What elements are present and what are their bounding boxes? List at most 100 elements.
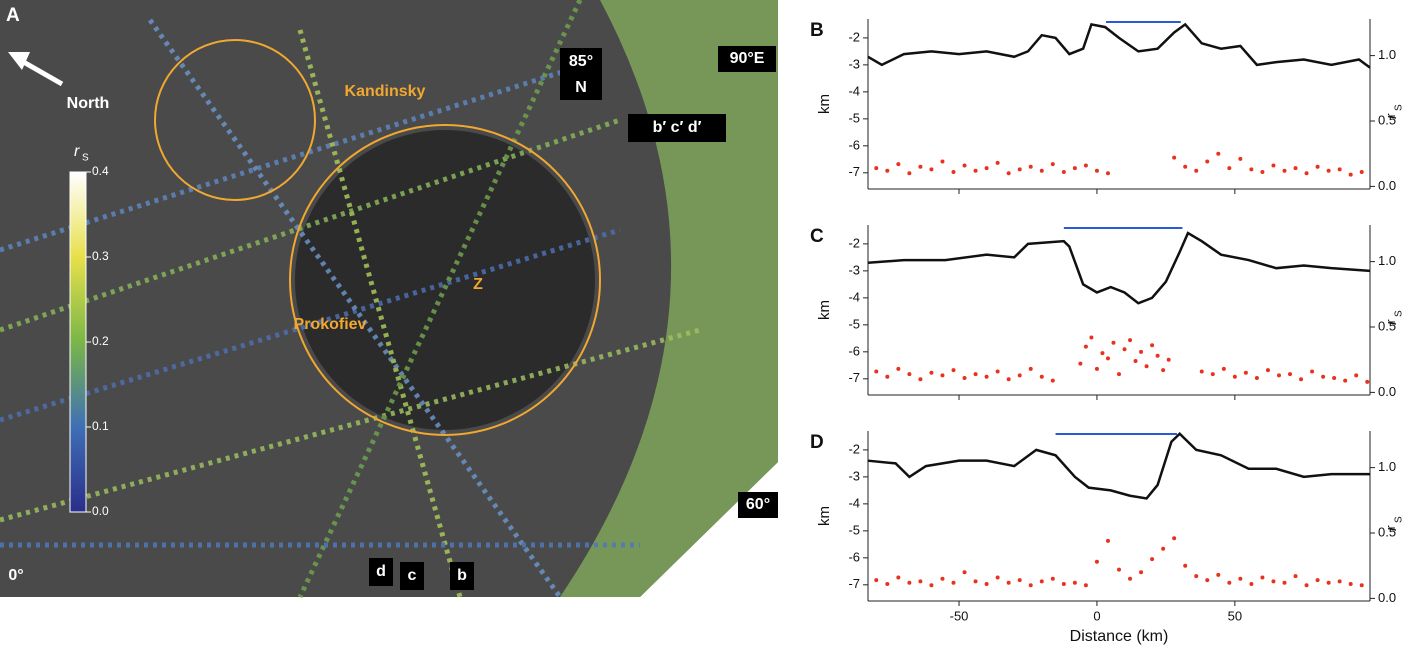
rs-point [963, 570, 967, 574]
rs-point [874, 578, 878, 582]
panel-label: D [810, 432, 824, 453]
y-tick-label: -5 [848, 522, 860, 537]
y-axis-label: km [816, 506, 833, 526]
rs-point [1100, 351, 1104, 355]
rs-point [1255, 376, 1259, 380]
rs-point [896, 162, 900, 166]
rs-point [907, 581, 911, 585]
rs-point [1156, 354, 1160, 358]
rs-point [885, 375, 889, 379]
y-tick-label: -3 [848, 468, 860, 483]
rs-point [896, 367, 900, 371]
rs-point [1095, 169, 1099, 173]
rs-point [1095, 367, 1099, 371]
rs-point [1084, 163, 1088, 167]
x-tick-label: -50 [950, 608, 969, 623]
y2-axis-label-sub: S [1394, 310, 1405, 317]
rs-point [1172, 536, 1176, 540]
rs-point [1305, 583, 1309, 587]
rs-point [1040, 169, 1044, 173]
rs-point [1282, 169, 1286, 173]
rs-point [1062, 170, 1066, 174]
rs-point [874, 369, 878, 373]
crater-floor [295, 130, 595, 430]
rs-point [1310, 369, 1314, 373]
rs-point [1073, 581, 1077, 585]
y-tick-label: -2 [848, 29, 860, 44]
latitude-label: 85° [569, 53, 593, 70]
rs-point [1145, 364, 1149, 368]
rs-point [1338, 579, 1342, 583]
rs-point [940, 160, 944, 164]
rs-point [1134, 359, 1138, 363]
rs-point [1294, 166, 1298, 170]
rs-point [1249, 582, 1253, 586]
panel-label: A [6, 5, 20, 26]
rs-point [1211, 372, 1215, 376]
rs-point [1338, 167, 1342, 171]
rs-point [1111, 341, 1115, 345]
y-tick-label: -7 [848, 164, 860, 179]
y-tick-label: -6 [848, 137, 860, 152]
rs-point [1294, 574, 1298, 578]
rs-point [1327, 169, 1331, 173]
rs-point [1123, 347, 1127, 351]
rs-point [1007, 581, 1011, 585]
rs-point [1305, 171, 1309, 175]
figure: A North Kandinsky Prokofiev Z 85° N 90°E… [0, 0, 1406, 647]
rs-point [1073, 166, 1077, 170]
colorbar-label-sub: S [82, 153, 89, 164]
rs-point [1365, 380, 1369, 384]
panel-label: C [810, 226, 824, 247]
colorbar-label: r [74, 143, 80, 160]
panel-label: B [810, 20, 824, 41]
rs-point [1327, 581, 1331, 585]
rs-point [996, 369, 1000, 373]
rs-point [1227, 581, 1231, 585]
rs-point [996, 575, 1000, 579]
rs-point [1029, 165, 1033, 169]
rs-point [885, 169, 889, 173]
longitude-label: 0° [8, 567, 23, 584]
rs-point [1354, 373, 1358, 377]
rs-point [1194, 169, 1198, 173]
rs-point [1167, 358, 1171, 362]
rs-point [929, 583, 933, 587]
rs-point [1051, 162, 1055, 166]
y-axis-label: km [816, 94, 833, 114]
rs-point [1233, 375, 1237, 379]
colorbar-tick-label: 0.0 [92, 504, 109, 518]
rs-point [963, 163, 967, 167]
longitude-label: 60° [746, 496, 770, 513]
rs-point [1040, 579, 1044, 583]
rs-point [1321, 375, 1325, 379]
rs-point [1260, 170, 1264, 174]
y2-tick-label: 1.0 [1378, 253, 1396, 268]
rs-point [985, 582, 989, 586]
rs-point [974, 372, 978, 376]
rs-point [1349, 582, 1353, 586]
rs-point [1238, 157, 1242, 161]
y2-tick-label: 1.0 [1378, 47, 1396, 62]
rs-point [1117, 372, 1121, 376]
y-tick-label: -3 [848, 56, 860, 71]
track-label: d [376, 563, 386, 580]
x-tick-label: 50 [1228, 608, 1242, 623]
rs-point [963, 376, 967, 380]
rs-point [1316, 165, 1320, 169]
rs-point [874, 166, 878, 170]
y2-axis-label-sub: S [1394, 516, 1405, 523]
rs-point [1018, 373, 1022, 377]
y-tick-label: -7 [848, 370, 860, 385]
rs-point [996, 161, 1000, 165]
rs-point [1360, 170, 1364, 174]
rs-point [1271, 579, 1275, 583]
y-tick-label: -5 [848, 110, 860, 125]
rs-point [1029, 367, 1033, 371]
rs-point [1018, 578, 1022, 582]
y-axis-label: km [816, 300, 833, 320]
rs-point [1271, 163, 1275, 167]
rs-point [1117, 568, 1121, 572]
rs-point [985, 166, 989, 170]
y-tick-label: -7 [848, 576, 860, 591]
